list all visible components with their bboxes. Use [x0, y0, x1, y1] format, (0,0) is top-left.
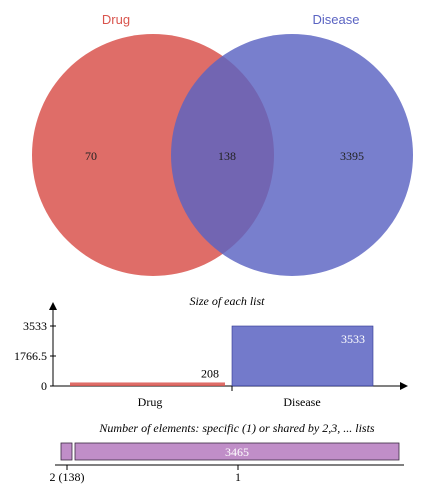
venn-count-drug-only: 70 [85, 149, 97, 163]
bar-value-label: 208 [201, 366, 219, 380]
y-tick-label: 3533 [23, 319, 47, 333]
list-size-chart: Size of each list 208 3533 0 1766.5 3533 Dr… [14, 294, 408, 409]
y-tick-label: 0 [41, 379, 47, 393]
venn-diagram: Drug Disease 70 138 3395 [32, 12, 413, 276]
venn-label-drug: Drug [102, 12, 130, 27]
y-tick-label: 1766.5 [14, 349, 47, 363]
x-tick-label-disease: Disease [283, 395, 320, 409]
venn-count-shared: 138 [218, 149, 236, 163]
shared-axis-label-2: 2 (138) [50, 470, 85, 484]
shared-elements-chart: Number of elements: specific (1) or shar… [50, 421, 404, 484]
shared-bar-2 [60, 442, 73, 461]
bar-disease [231, 325, 374, 387]
y-tick-group: 0 1766.5 3533 [14, 319, 56, 393]
shared-bar-label: 3465 [225, 445, 249, 459]
venn-circle-disease [171, 34, 413, 276]
shared-bar-1 [74, 442, 400, 461]
x-tick-label-drug: Drug [138, 395, 163, 409]
shared-elements-title: Number of elements: specific (1) or shar… [98, 421, 375, 435]
venn-count-disease-only: 3395 [340, 149, 364, 163]
bar-group: 208 3533 [70, 325, 374, 387]
list-size-title: Size of each list [190, 294, 266, 308]
bar-value-label: 3533 [341, 332, 365, 346]
bar-drug [70, 382, 225, 386]
venn-label-disease: Disease [313, 12, 360, 27]
shared-bars: 3465 [60, 442, 400, 461]
shared-axis-label-1: 1 [235, 470, 241, 484]
